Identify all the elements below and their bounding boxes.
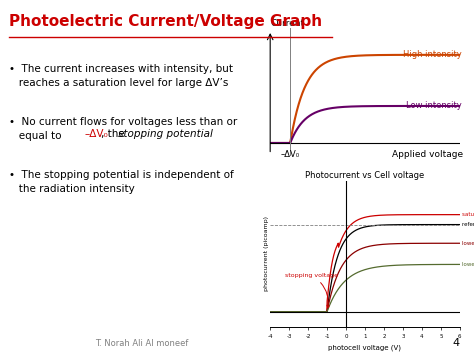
Title: Photocurrent vs Cell voltage: Photocurrent vs Cell voltage xyxy=(305,171,425,180)
Text: lower frequency same intensity: lower frequency same intensity xyxy=(462,241,474,246)
Y-axis label: photocurrent (picoamp): photocurrent (picoamp) xyxy=(264,216,269,291)
Text: –ΔV₀: –ΔV₀ xyxy=(84,129,108,139)
Text: •  The current increases with intensity, but
   reaches a saturation level for l: • The current increases with intensity, … xyxy=(9,64,234,88)
Text: •  The stopping potential is independent of
   the radiation intensity: • The stopping potential is independent … xyxy=(9,170,234,195)
X-axis label: photocell voltage (V): photocell voltage (V) xyxy=(328,345,401,351)
Text: T. Norah Ali Al moneef: T. Norah Ali Al moneef xyxy=(96,339,189,348)
Text: Applied voltage: Applied voltage xyxy=(392,150,464,159)
Text: –ΔV₀: –ΔV₀ xyxy=(281,150,300,159)
Text: •  No current flows for voltages less than or
   equal to: • No current flows for voltages less tha… xyxy=(9,117,238,141)
Text: reference beam: reference beam xyxy=(462,222,474,227)
Text: Low intensity: Low intensity xyxy=(406,102,462,110)
Text: , the: , the xyxy=(101,129,128,139)
Text: stopping voltage: stopping voltage xyxy=(285,273,338,308)
Text: Current: Current xyxy=(270,20,304,28)
Text: Photoelectric Current/Voltage Graph: Photoelectric Current/Voltage Graph xyxy=(9,14,323,29)
Text: stopping potential: stopping potential xyxy=(118,129,212,139)
Text: saturation current: saturation current xyxy=(462,212,474,217)
Text: lower intensity same frequency: lower intensity same frequency xyxy=(462,262,474,267)
Text: 4: 4 xyxy=(453,338,460,348)
Text: High intensity: High intensity xyxy=(403,50,462,59)
